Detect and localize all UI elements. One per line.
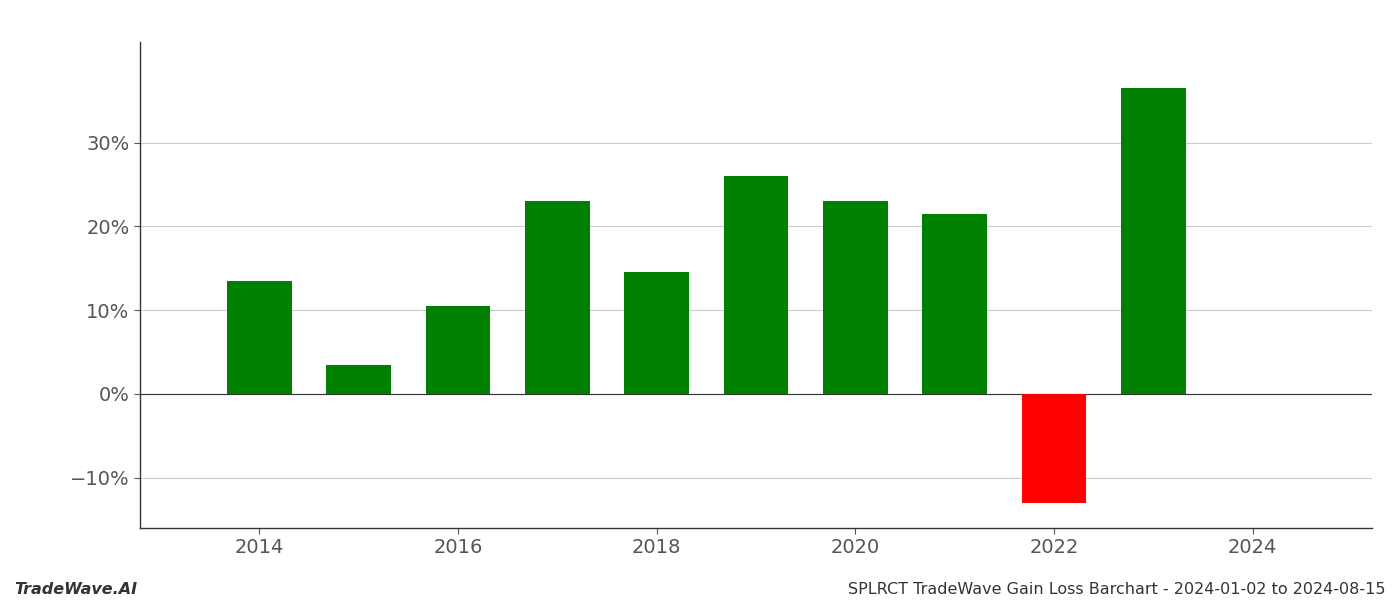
Bar <box>823 201 888 394</box>
Bar <box>624 272 689 394</box>
Bar <box>426 306 490 394</box>
Text: SPLRCT TradeWave Gain Loss Barchart - 2024-01-02 to 2024-08-15: SPLRCT TradeWave Gain Loss Barchart - 20… <box>848 582 1386 597</box>
Text: TradeWave.AI: TradeWave.AI <box>14 582 137 597</box>
Bar <box>724 176 788 394</box>
Bar <box>525 201 589 394</box>
Bar <box>1121 88 1186 394</box>
Bar <box>227 281 291 394</box>
Bar <box>1022 394 1086 503</box>
Bar <box>326 365 391 394</box>
Bar <box>923 214 987 394</box>
